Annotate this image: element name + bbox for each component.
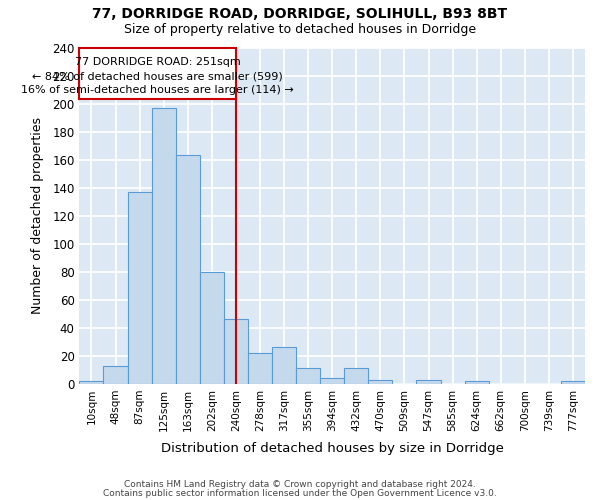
FancyBboxPatch shape [79,48,236,100]
Bar [176,156,200,384]
Bar [464,381,488,384]
Bar [368,380,392,384]
Bar [224,320,248,384]
Text: Contains HM Land Registry data © Crown copyright and database right 2024.: Contains HM Land Registry data © Crown c… [124,480,476,489]
Bar [103,366,128,384]
Text: 16% of semi-detached houses are larger (114) →: 16% of semi-detached houses are larger (… [21,86,294,96]
Bar [416,380,440,384]
X-axis label: Distribution of detached houses by size in Dorridge: Distribution of detached houses by size … [161,442,503,455]
Text: Contains public sector information licensed under the Open Government Licence v3: Contains public sector information licen… [103,488,497,498]
Bar [200,272,224,384]
Bar [344,368,368,384]
Bar [561,381,585,384]
Bar [296,368,320,384]
Text: Size of property relative to detached houses in Dorridge: Size of property relative to detached ho… [124,22,476,36]
Bar [248,353,272,384]
Y-axis label: Number of detached properties: Number of detached properties [31,117,44,314]
Bar [320,378,344,384]
Bar [128,192,152,384]
Text: ← 84% of detached houses are smaller (599): ← 84% of detached houses are smaller (59… [32,72,283,82]
Bar [152,108,176,384]
Text: 77, DORRIDGE ROAD, DORRIDGE, SOLIHULL, B93 8BT: 77, DORRIDGE ROAD, DORRIDGE, SOLIHULL, B… [92,8,508,22]
Bar [272,348,296,384]
Text: 77 DORRIDGE ROAD: 251sqm: 77 DORRIDGE ROAD: 251sqm [75,58,241,68]
Bar [79,381,103,384]
